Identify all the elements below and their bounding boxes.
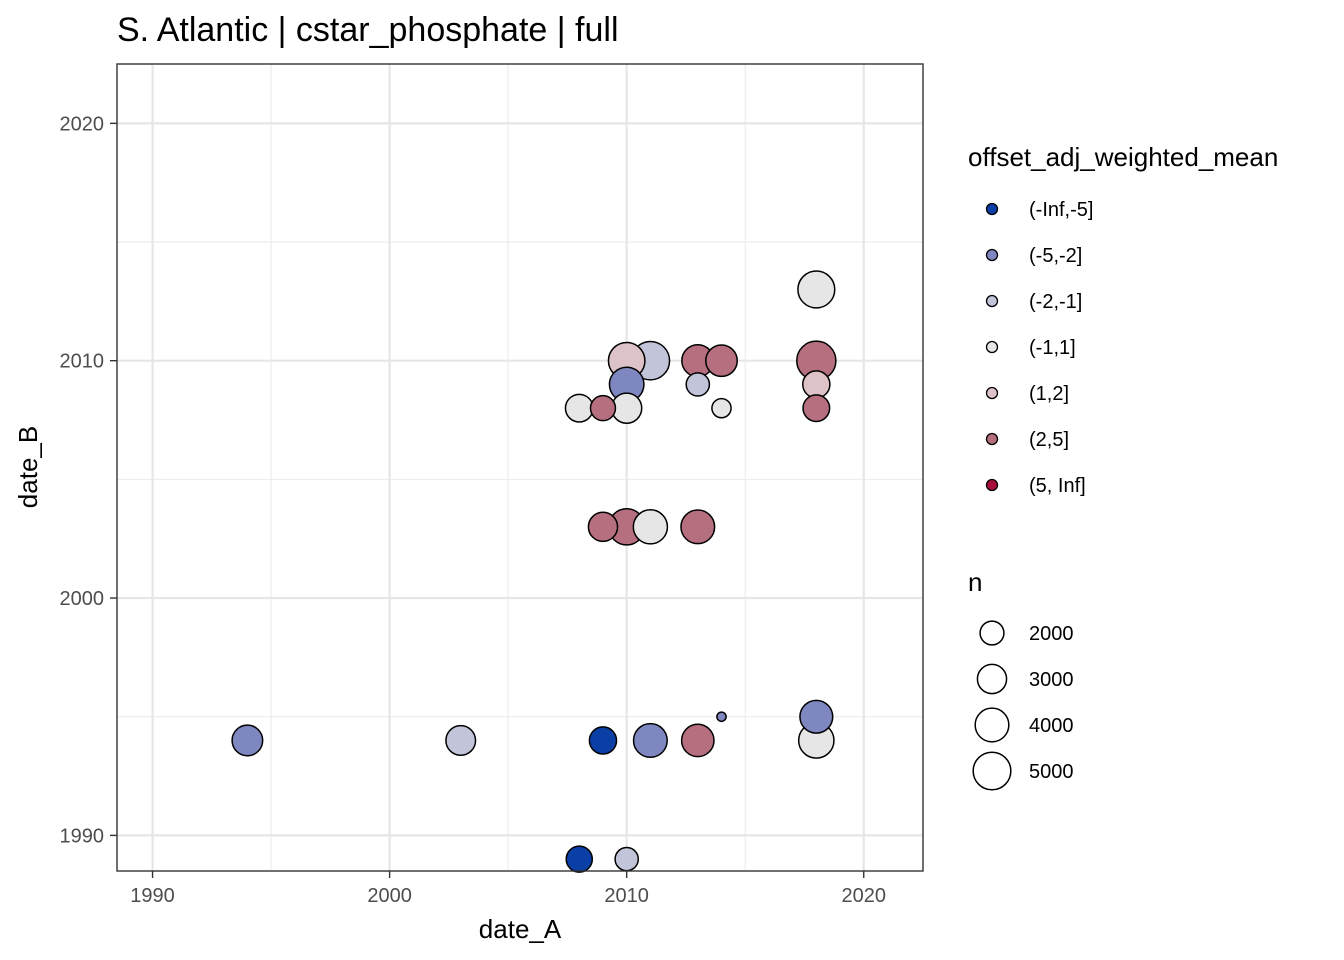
data-point [711, 397, 732, 419]
y-tick-label: 2000 [60, 588, 105, 610]
data-point [799, 699, 834, 734]
x-axis: 1990 2000 2010 2020 [130, 871, 886, 907]
color-legend-label: (5, Inf] [1029, 475, 1086, 497]
x-tick-label: 2010 [604, 885, 649, 907]
color-legend-key [985, 248, 999, 262]
data-point [445, 724, 477, 757]
size-legend-key [972, 751, 1012, 791]
size-legend-items: 2000 3000 4000 5000 [972, 620, 1074, 791]
data-point [632, 509, 669, 545]
color-legend-label: (2,5] [1029, 429, 1069, 451]
plot-border [116, 63, 924, 872]
size-legend-label: 2000 [1029, 623, 1074, 645]
data-point [685, 372, 711, 397]
color-legend-title: offset_adj_weighted_mean [968, 142, 1278, 172]
color-legend-label: (-1,1] [1029, 337, 1076, 359]
data-points [231, 270, 837, 873]
color-legend: offset_adj_weighted_mean (-Inf,-5] (-5,-2… [968, 142, 1278, 497]
color-legend-key [985, 478, 999, 492]
color-legend-key [985, 432, 999, 446]
y-tick-label: 2020 [60, 113, 105, 135]
data-point [802, 370, 831, 399]
data-point [587, 511, 619, 543]
color-legend-items: (-Inf,-5] (-5,-2] (-2,-1] (-1,1] (1,2] (2,5] (… [985, 199, 1093, 497]
size-legend-key [974, 707, 1010, 743]
size-legend-key [979, 620, 1005, 646]
size-legend-label: 5000 [1029, 761, 1074, 783]
size-legend-label: 3000 [1029, 669, 1074, 691]
size-legend-title: n [968, 567, 982, 597]
x-tick-label: 2000 [367, 885, 412, 907]
color-legend-key [985, 294, 999, 308]
x-tick-label: 1990 [130, 885, 175, 907]
grid [117, 64, 923, 871]
y-tick-label: 2010 [60, 351, 105, 373]
data-point [680, 723, 715, 758]
size-legend-key [976, 663, 1008, 695]
data-point [231, 724, 264, 757]
color-legend-key [985, 386, 999, 400]
data-point [614, 846, 640, 872]
data-point [716, 711, 727, 723]
size-legend-label: 4000 [1029, 715, 1074, 737]
color-legend-key [985, 340, 999, 354]
y-tick-label: 1990 [60, 825, 105, 847]
color-legend-label: (1,2] [1029, 383, 1069, 405]
data-point [565, 845, 594, 873]
data-point [589, 394, 617, 422]
data-point [632, 722, 668, 759]
data-point [705, 344, 738, 378]
data-point [802, 394, 831, 423]
data-point [680, 509, 716, 545]
data-point [588, 726, 618, 755]
chart-title: S. Atlantic | cstar_phosphate | full [117, 11, 619, 49]
data-point [797, 270, 836, 309]
x-axis-title: date_A [479, 914, 562, 944]
color-legend-key [985, 202, 999, 216]
color-legend-label: (-Inf,-5] [1029, 199, 1093, 221]
color-legend-label: (-2,-1] [1029, 291, 1082, 313]
data-point [564, 393, 594, 423]
size-legend: n 2000 3000 4000 5000 [968, 567, 1074, 791]
color-legend-label: (-5,-2] [1029, 245, 1082, 267]
y-axis-title: date_B [13, 426, 43, 508]
y-axis: 1990 2000 2010 2020 [60, 113, 117, 847]
x-tick-label: 2020 [841, 885, 886, 907]
